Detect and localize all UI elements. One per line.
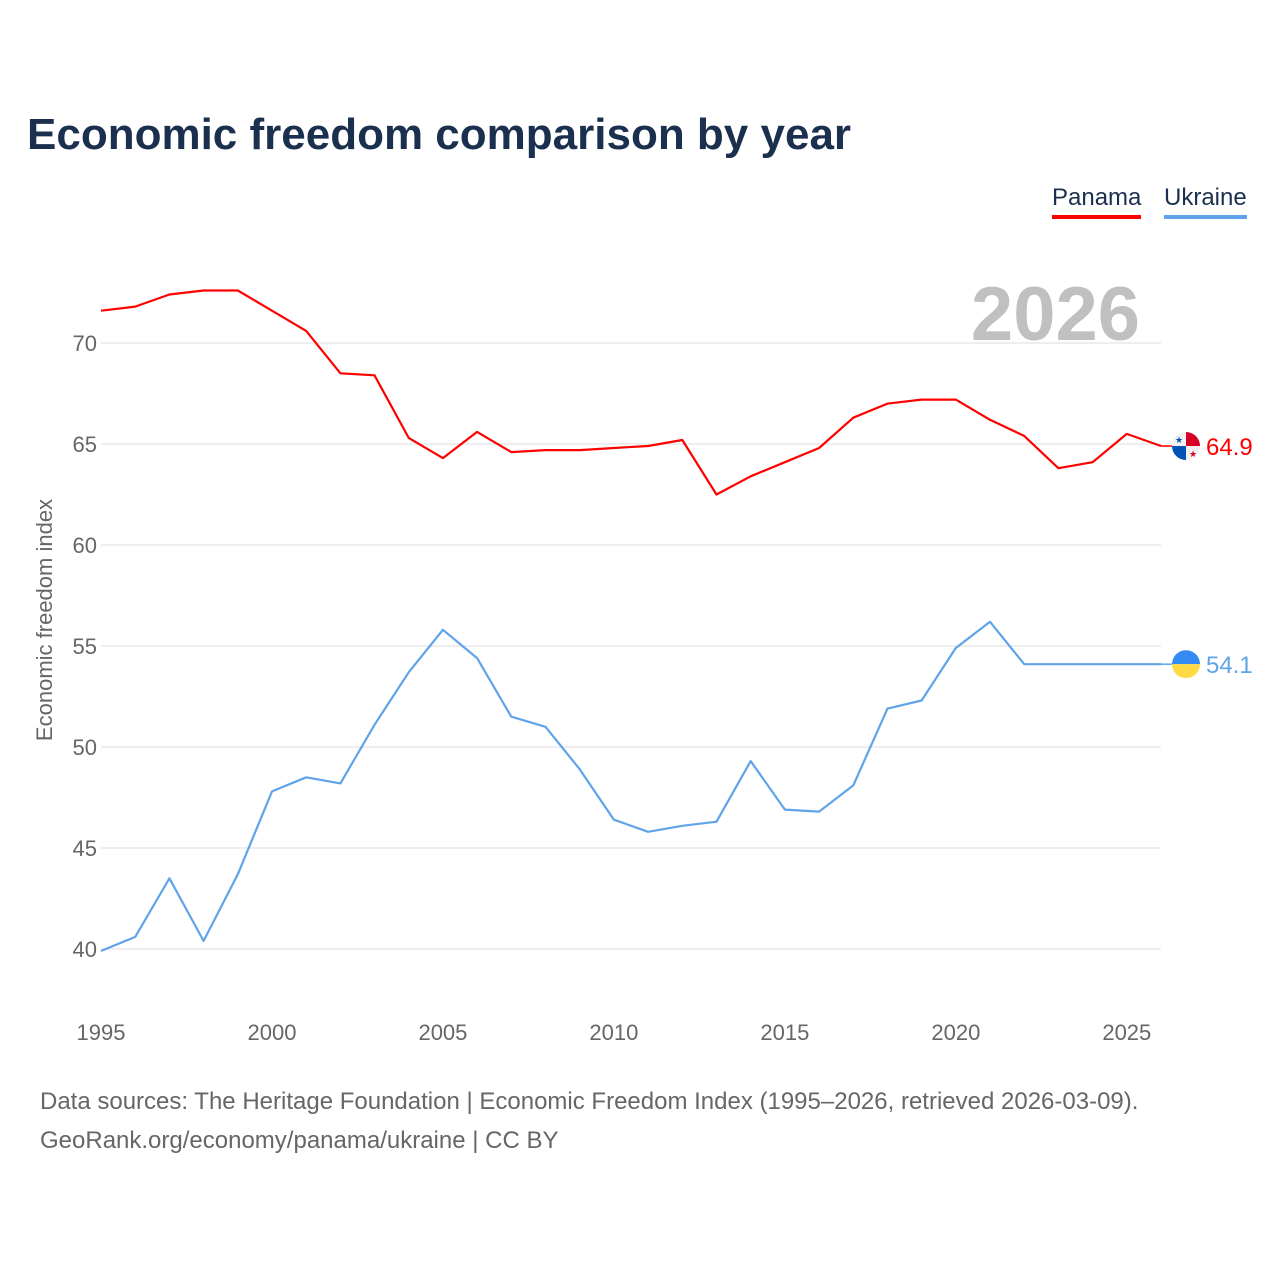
x-tick-label: 2025: [1102, 1020, 1151, 1045]
y-tick-label: 70: [73, 331, 97, 356]
legend-item-ukraine[interactable]: Ukraine: [1164, 184, 1247, 219]
x-tick-label: 1995: [77, 1020, 126, 1045]
x-tick-label: 2005: [418, 1020, 467, 1045]
series-line-ukraine: [100, 620, 1161, 953]
y-tick-label: 40: [73, 937, 97, 962]
svg-text:★: ★: [1189, 449, 1197, 459]
source-url[interactable]: GeoRank.org/economy/panama/ukraine | CC …: [40, 1127, 559, 1154]
end-value-label-ukraine: 54.1: [1206, 652, 1253, 679]
y-axis-label: Economic freedom index: [32, 499, 57, 741]
source-note: Data sources: The Heritage Foundation | …: [40, 1088, 1139, 1115]
legend-item-panama[interactable]: Panama: [1052, 184, 1142, 219]
y-tick-label: 50: [73, 735, 97, 760]
y-tick-label: 60: [73, 533, 97, 558]
x-tick-label: 2015: [760, 1020, 809, 1045]
year-watermark: 2026: [971, 272, 1140, 357]
y-tick-label: 45: [73, 836, 97, 861]
x-tick-label: 2000: [247, 1020, 296, 1045]
x-tick-label: 2020: [931, 1020, 980, 1045]
chart-title: Economic freedom comparison by year: [27, 110, 852, 159]
svg-text:★: ★: [1175, 435, 1183, 445]
series-line-panama: [100, 289, 1162, 496]
ukraine-flag-icon: [1172, 650, 1200, 679]
x-tick-label: 2010: [589, 1020, 638, 1045]
end-value-label-panama: 64.9: [1206, 434, 1253, 461]
y-tick-label: 65: [73, 432, 97, 457]
panama-flag-icon: ★★: [1172, 432, 1200, 461]
y-tick-label: 55: [73, 634, 97, 659]
